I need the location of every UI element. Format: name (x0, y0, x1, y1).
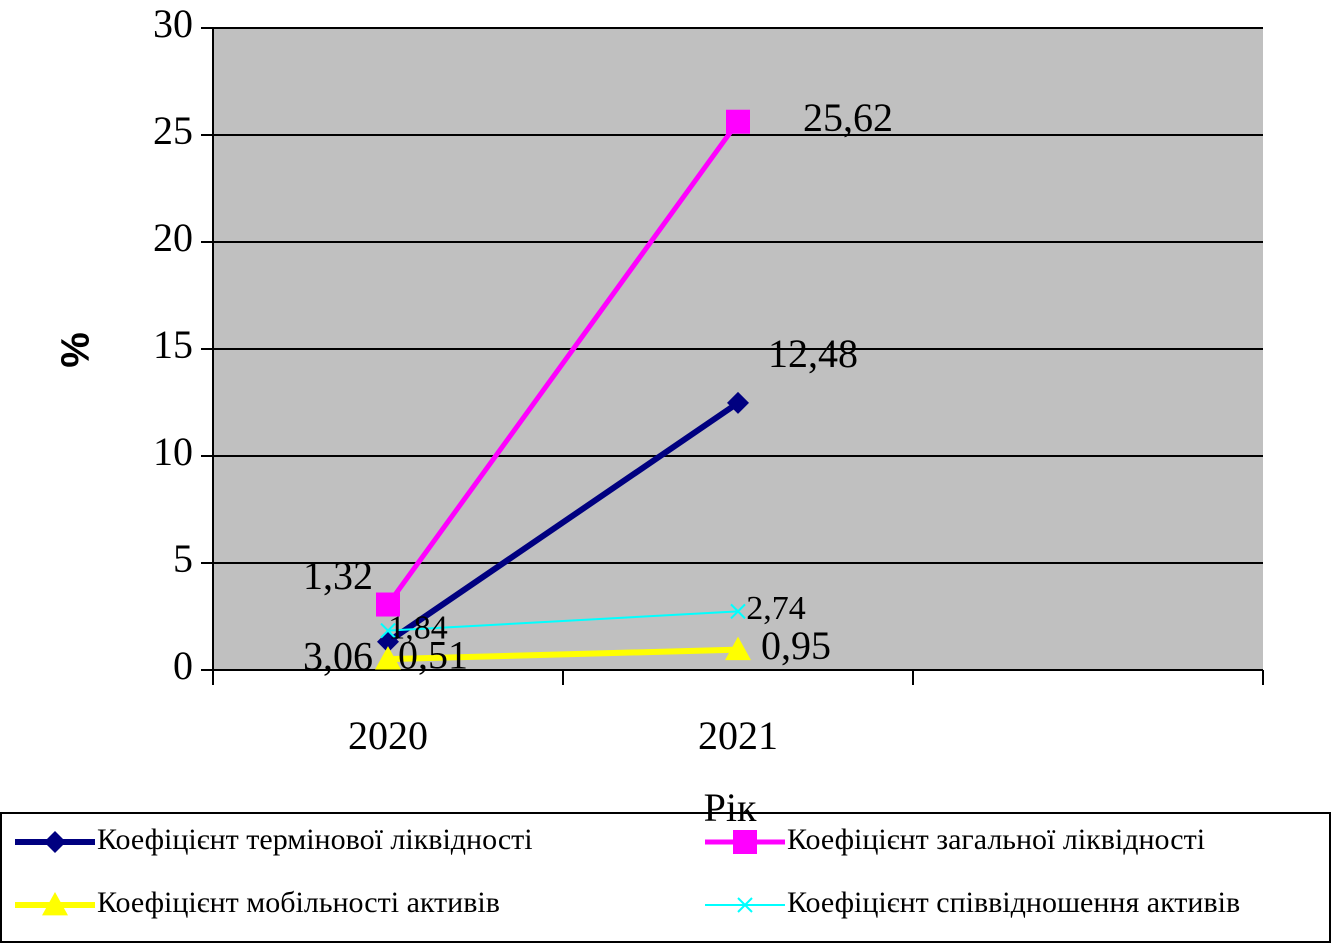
data-label: 2,74 (746, 590, 806, 627)
marker (376, 592, 400, 617)
y-tick-label: 10 (153, 429, 193, 474)
marker (733, 830, 757, 854)
series-line (385, 120, 741, 606)
x-tick-label: 2021 (698, 713, 778, 758)
marker (726, 109, 750, 134)
legend-label: Коефіцієнт термінової ліквідності (97, 823, 533, 856)
data-label: 0,51 (398, 632, 468, 677)
marker (737, 897, 753, 913)
marker (375, 646, 401, 670)
legend-label: Коефіцієнт загальної ліквідності (787, 823, 1205, 856)
data-label: 3,06 (303, 634, 373, 679)
data-label: 25,62 (803, 95, 893, 140)
y-tick-label: 20 (153, 215, 193, 260)
x-axis-label: Рік (704, 785, 757, 830)
data-label: 0,95 (761, 623, 831, 668)
y-tick-label: 5 (173, 536, 193, 581)
y-tick-label: 25 (153, 108, 193, 153)
marker (730, 603, 746, 620)
legend-label: Коефіцієнт співвідношення активів (787, 886, 1240, 919)
marker (380, 622, 396, 639)
marker (727, 391, 749, 414)
x-tick-label: 2020 (348, 713, 428, 758)
legend-label: Коефіцієнт мобільності активів (97, 886, 500, 919)
series-line (387, 610, 739, 632)
series-line (386, 400, 740, 645)
y-tick-label: 15 (153, 322, 193, 367)
marker (44, 831, 66, 853)
y-axis-label: % (54, 332, 98, 368)
data-label: 12,48 (768, 331, 858, 376)
y-tick-label: 30 (153, 1, 193, 46)
marker (725, 636, 751, 661)
y-tick-label: 0 (173, 643, 193, 688)
legend-box (0, 812, 1331, 943)
data-label: 1,84 (388, 609, 448, 646)
data-label: 1,32 (303, 553, 373, 598)
series-line (387, 646, 739, 663)
marker (42, 892, 68, 916)
